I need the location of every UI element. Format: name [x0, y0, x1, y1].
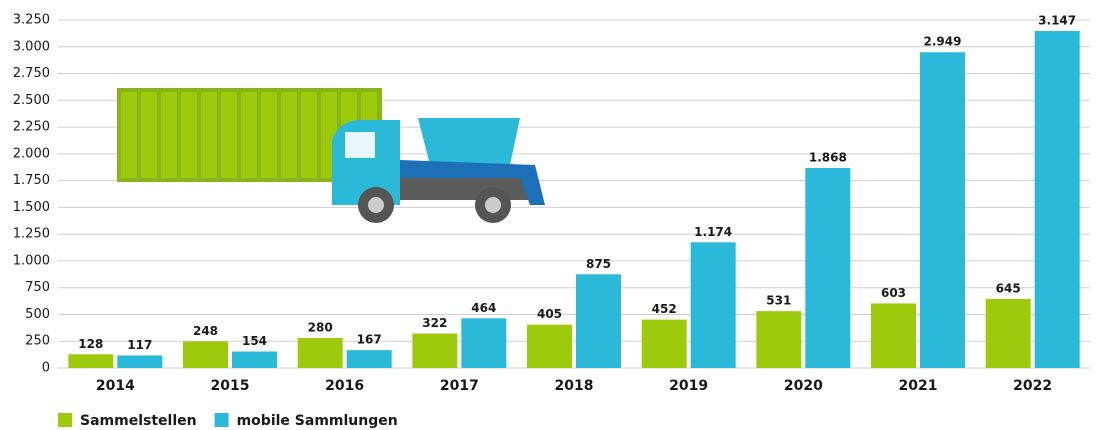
value-label: 1.174 — [694, 225, 732, 239]
value-label: 154 — [242, 334, 267, 348]
value-label: 3.147 — [1038, 14, 1076, 28]
legend-swatch — [58, 413, 72, 427]
x-tick-label: 2017 — [440, 378, 479, 394]
bar — [461, 318, 507, 368]
value-label: 645 — [996, 281, 1021, 295]
y-tick-label: 2.000 — [13, 146, 50, 161]
legend-swatch — [214, 413, 229, 427]
y-tick-label: 2.250 — [13, 120, 50, 135]
bar — [920, 52, 965, 368]
bar — [576, 274, 621, 368]
bar — [1034, 31, 1080, 368]
bar — [805, 167, 851, 368]
y-tick-label: 1.750 — [13, 173, 50, 188]
arm — [400, 160, 545, 205]
value-label: 405 — [537, 307, 562, 321]
value-label: 248 — [193, 324, 218, 338]
truck-illustration — [117, 88, 545, 223]
x-tick-label: 2022 — [1013, 378, 1052, 394]
bar — [346, 350, 392, 368]
value-label: 1.868 — [809, 150, 847, 164]
legend-label: mobile Sammlungen — [237, 413, 398, 429]
value-label: 167 — [357, 333, 382, 347]
y-tick-label: 500 — [25, 307, 50, 322]
y-tick-label: 1.000 — [13, 253, 50, 268]
x-tick-label: 2018 — [555, 378, 594, 394]
x-tick-label: 2014 — [96, 378, 135, 394]
bar — [756, 311, 802, 368]
y-tick-label: 2.500 — [13, 93, 50, 108]
value-label: 2.949 — [924, 35, 962, 49]
y-tick-label: 2.750 — [13, 66, 50, 81]
x-tick-label: 2019 — [669, 378, 708, 394]
value-label: 322 — [422, 316, 447, 330]
value-label: 117 — [127, 338, 152, 352]
value-label: 128 — [78, 337, 103, 351]
bar — [412, 333, 458, 368]
bar — [527, 324, 572, 368]
bar — [641, 319, 687, 368]
value-label: 531 — [766, 294, 791, 308]
skip — [418, 118, 520, 165]
y-tick-label: 750 — [25, 280, 50, 295]
bar — [183, 341, 228, 368]
window — [345, 132, 375, 158]
bar — [232, 351, 277, 368]
x-tick-label: 2020 — [784, 378, 823, 394]
value-label: 603 — [881, 286, 906, 300]
bar — [871, 303, 916, 368]
x-tick-label: 2016 — [325, 378, 364, 394]
x-tick-label: 2021 — [899, 378, 938, 394]
y-tick-label: 3.000 — [13, 39, 50, 54]
bar — [690, 242, 736, 368]
value-label: 280 — [308, 321, 333, 335]
x-tick-label: 2015 — [211, 378, 250, 394]
y-tick-label: 3.250 — [13, 13, 50, 28]
y-tick-label: 1.500 — [13, 200, 50, 215]
value-label: 875 — [586, 257, 611, 271]
y-tick-label: 1.250 — [13, 227, 50, 242]
bar — [297, 338, 343, 368]
value-label: 464 — [471, 301, 496, 315]
y-tick-label: 0 — [42, 361, 50, 376]
bar — [117, 355, 163, 368]
y-tick-label: 250 — [25, 334, 50, 349]
container-ribs — [121, 92, 377, 178]
bar — [985, 298, 1031, 368]
value-label: 452 — [652, 302, 677, 316]
legend-label: Sammelstellen — [80, 413, 197, 429]
bar — [68, 354, 114, 368]
